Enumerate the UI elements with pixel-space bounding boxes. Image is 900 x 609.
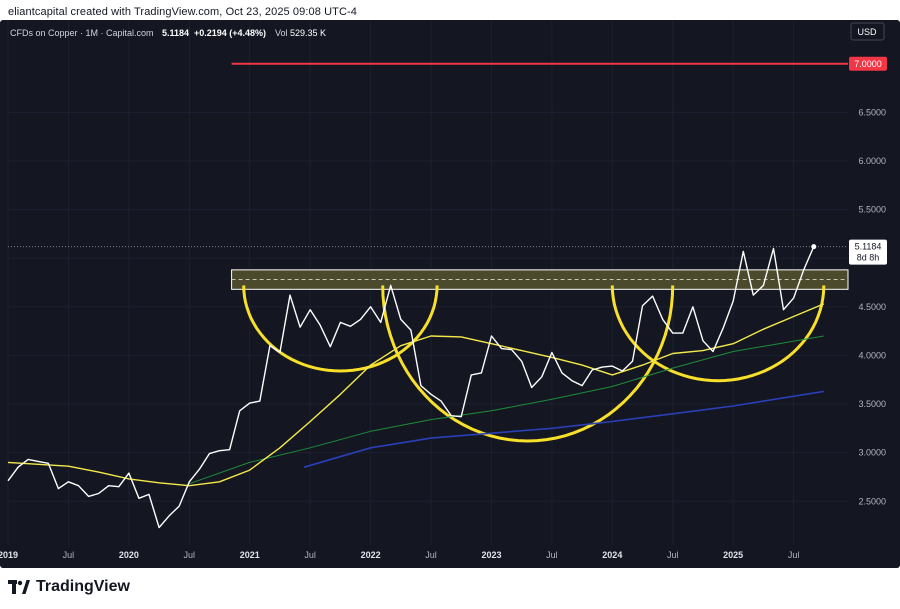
x-tick-label: Jul [546,550,558,560]
currency-button[interactable]: USD [850,22,885,41]
x-tick-label: 2024 [602,550,622,560]
y-tick-label: 6.5000 [858,107,886,117]
overlays [231,62,849,443]
y-tick-label: 3.5000 [858,399,886,409]
x-tick-label: Jul [788,550,800,560]
x-tick-label: 2025 [723,550,743,560]
tradingview-logo[interactable]: TradingView [8,578,130,596]
ma_fast-line [7,303,825,487]
chart-frame [0,20,900,568]
target-price-tag [849,56,887,71]
tradingview-logo-icon [8,580,30,594]
last-price-label: 5.1184 [855,242,882,252]
ma_slow-line [303,390,824,468]
cup-arc [381,285,675,443]
legend-volume-value: 529.35 K [290,28,326,38]
x-tick-label: 2021 [240,550,260,560]
x-tick-label: Jul [63,550,75,560]
x-axis: 2019 Jul 2020 Jul 2021 Jul 2022 Jul 2023 Jul 2024 J… [0,550,799,560]
price-line [7,246,815,529]
cup-arc [610,285,826,383]
legend-price: 5.1184 [162,28,189,38]
x-tick-label: Jul [304,550,316,560]
price-chart[interactable]: 2.50003.00003.50004.00004.50005.00005.50… [0,20,900,568]
legend-change: +0.2194 (+4.48%) [194,28,266,38]
y-tick-label: 6.0000 [858,156,886,166]
legend-volume-label: Vol [275,28,288,38]
last-price-dot [811,244,817,250]
cup-arc [242,285,439,373]
footer [0,568,900,609]
last-price-tag [849,239,887,265]
ma_mid-line [189,335,824,485]
y-axis: 2.50003.00003.50004.00004.50005.00005.50… [858,107,886,506]
x-tick-label: Jul [425,550,437,560]
y-tick-label: 3.0000 [858,448,886,458]
x-tick-label: 2019 [0,550,18,560]
y-tick-label: 2.5000 [858,496,886,506]
currency-label[interactable]: USD [857,27,877,37]
y-tick-label: 4.5000 [858,302,886,312]
target-price-label: 7.0000 [854,59,882,69]
currency-button-box[interactable] [850,22,885,41]
tradingview-wordmark: TradingView [36,578,130,595]
chart-caption: eliantcapital created with TradingView.c… [8,6,358,18]
y-tick-label: 5.5000 [858,205,886,215]
legend-symbol: CFDs on Copper · 1M · Capital.com [10,28,154,38]
countdown-label: 8d 8h [857,253,880,263]
x-tick-label: 2023 [481,550,501,560]
x-tick-label: 2020 [119,550,139,560]
x-tick-label: 2022 [361,550,381,560]
y-tick-label: 4.0000 [858,350,886,360]
x-tick-label: Jul [667,550,679,560]
series-lines [7,244,848,529]
x-tick-label: Jul [184,550,196,560]
legend: CFDs on Copper · 1M · Capital.com 5.1184… [10,28,326,38]
